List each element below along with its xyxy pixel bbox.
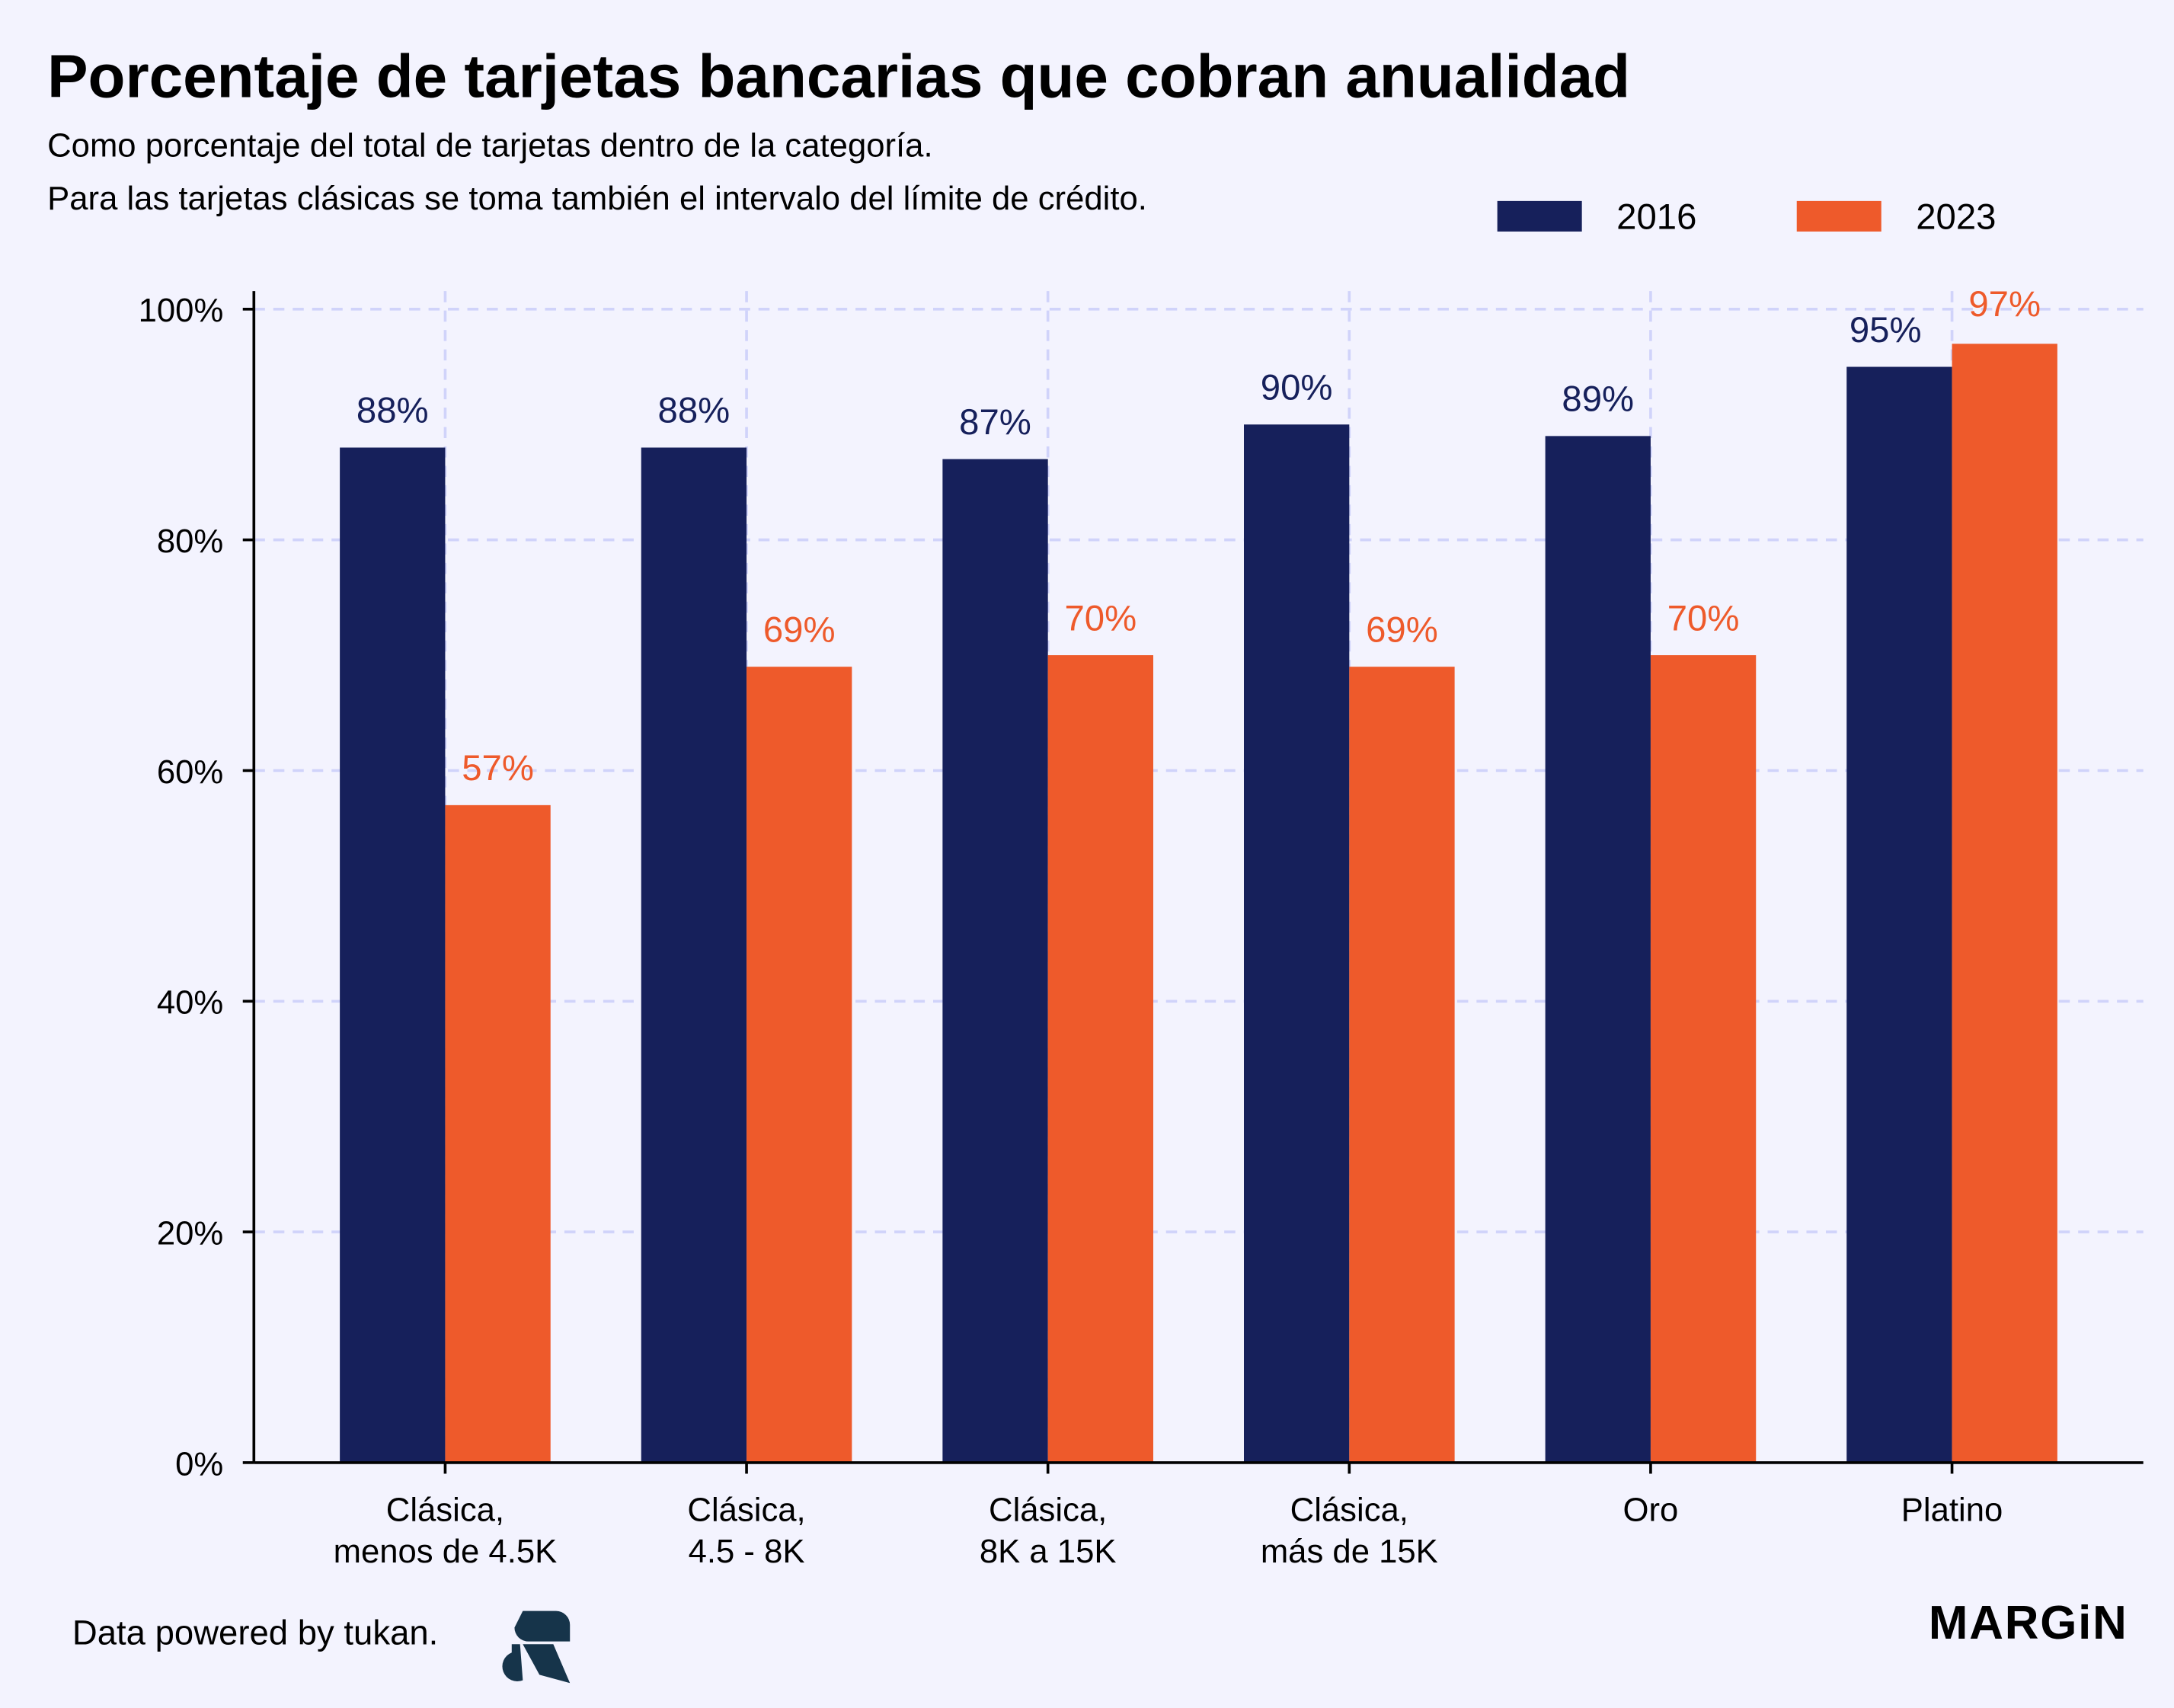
x-tick-label: Clásica, xyxy=(386,1491,504,1528)
y-tick-label: 80% xyxy=(157,523,223,560)
data-label-2016: 88% xyxy=(658,391,731,431)
x-tick-label: 4.5 - 8K xyxy=(689,1533,805,1570)
tukan-logo-icon xyxy=(502,1610,571,1684)
data-label-2023: 57% xyxy=(462,748,534,788)
y-tick-label: 0% xyxy=(175,1445,223,1483)
bar-2016 xyxy=(641,447,747,1463)
legend-label-2016: 2016 xyxy=(1616,197,1696,237)
data-label-2016: 88% xyxy=(356,391,429,431)
data-credit: Data powered by tukan. xyxy=(72,1613,438,1652)
bars: 88% 57% 88% 69% 87% 70% 90% 69% 89% 70% 95% 97% xyxy=(340,284,2057,1463)
x-tick-label: más de 15K xyxy=(1261,1533,1438,1570)
bar-2016 xyxy=(1846,366,1952,1463)
y-tick-label: 100% xyxy=(139,292,224,329)
x-tick-label: Platino xyxy=(1901,1491,2003,1528)
bar-2016 xyxy=(1244,424,1350,1463)
y-tick-label: 40% xyxy=(157,984,223,1022)
bar-2023 xyxy=(1349,667,1455,1463)
data-label-2023: 69% xyxy=(763,609,836,650)
data-label-2023: 69% xyxy=(1366,609,1438,650)
chart-subtitle-1: Como porcentaje del total de tarjetas de… xyxy=(47,127,932,165)
x-tick-label: Clásica, xyxy=(687,1491,805,1528)
chart-title: Porcentaje de tarjetas bancarias que cob… xyxy=(47,42,1630,110)
data-label-2016: 95% xyxy=(1849,310,1922,350)
chart-subtitle-2: Para las tarjetas clásicas se toma tambi… xyxy=(47,180,1147,217)
data-label-2016: 89% xyxy=(1562,379,1634,420)
bar-2023 xyxy=(1047,655,1153,1463)
legend: 2016 2023 xyxy=(1497,197,1996,237)
x-tick-label: Oro xyxy=(1623,1491,1679,1528)
bar-2016 xyxy=(1545,436,1651,1463)
y-tick-label: 60% xyxy=(157,753,223,791)
bar-2023 xyxy=(1952,344,2057,1463)
legend-swatch-2023 xyxy=(1796,200,1881,232)
y-tick-label: 20% xyxy=(157,1214,223,1252)
x-tick-label: Clásica, xyxy=(989,1491,1107,1528)
bar-2016 xyxy=(942,459,1048,1463)
legend-swatch-2016 xyxy=(1497,200,1582,232)
axes: 0% 20% 40% 60% 80% 100% Clásica, menos de 4.5K C… xyxy=(139,291,2144,1570)
data-label-2016: 90% xyxy=(1261,367,1333,408)
legend-label-2023: 2023 xyxy=(1916,197,1996,237)
x-tick-label: menos de 4.5K xyxy=(334,1533,558,1570)
data-label-2023: 97% xyxy=(1968,284,2041,325)
bar-2016 xyxy=(340,447,446,1463)
margin-logo: MARGiN xyxy=(1929,1597,2128,1649)
data-label-2023: 70% xyxy=(1064,598,1137,638)
x-tick-label: 8K a 15K xyxy=(980,1533,1117,1570)
data-label-2016: 87% xyxy=(959,402,1031,443)
data-label-2023: 70% xyxy=(1667,598,1740,638)
bar-2023 xyxy=(445,804,551,1463)
x-tick-label: Clásica, xyxy=(1290,1491,1408,1528)
bar-2023 xyxy=(1650,655,1757,1463)
bar-2023 xyxy=(747,667,852,1463)
